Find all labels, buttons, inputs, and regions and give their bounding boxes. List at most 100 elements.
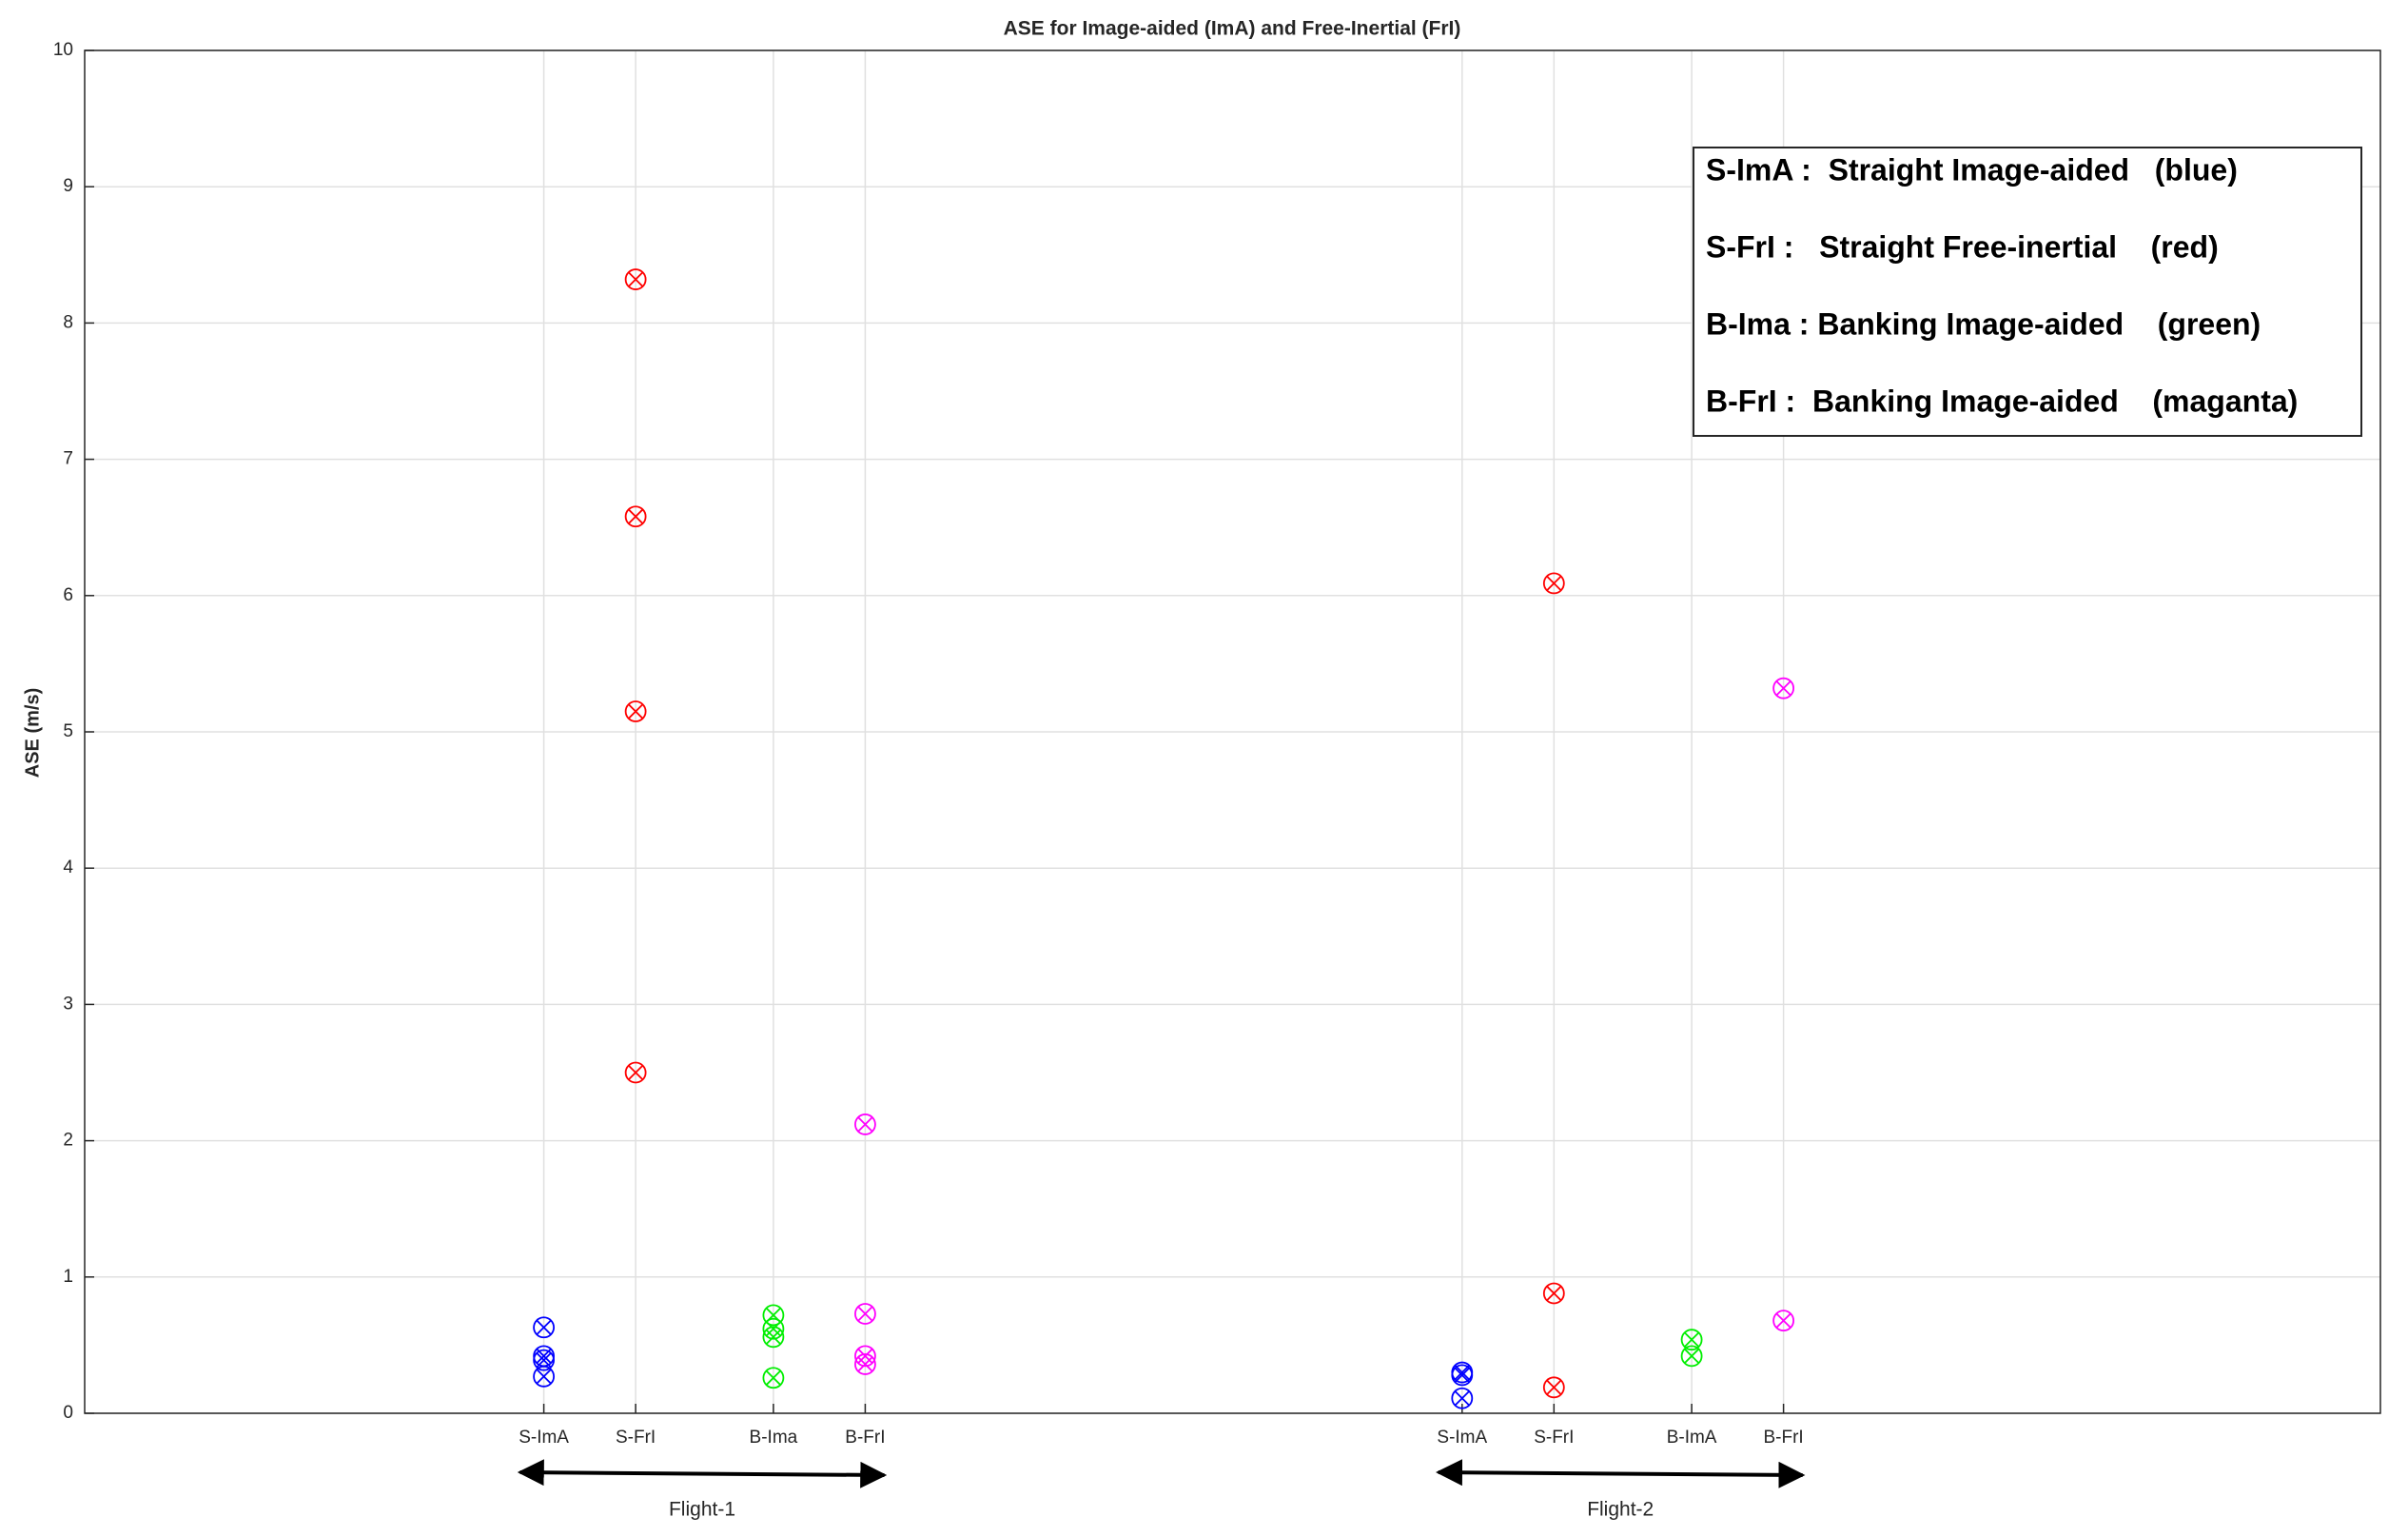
- point-cross: [536, 1319, 552, 1335]
- point: [1772, 1310, 1795, 1332]
- point-cross: [1546, 575, 1562, 591]
- chart-title: ASE for Image-aided (ImA) and Free-Inert…: [1004, 18, 1461, 40]
- x-tick-label: B-FrI: [1764, 1428, 1804, 1448]
- point: [854, 1113, 876, 1135]
- point-cross: [628, 703, 644, 719]
- point: [854, 1345, 876, 1368]
- y-tick-label: 3: [63, 994, 73, 1014]
- point-cross: [857, 1356, 873, 1372]
- legend-entry: S-ImA : Straight Image-aided (blue): [1706, 152, 2238, 187]
- point-circle: [1680, 1345, 1703, 1368]
- point: [1451, 1387, 1474, 1409]
- point-circle: [1772, 1310, 1795, 1332]
- y-tick-label: 10: [53, 40, 73, 60]
- x-tick-label: S-FrI: [1534, 1428, 1574, 1448]
- x-tick-label: S-ImA: [519, 1428, 569, 1448]
- y-tick-label: 6: [63, 585, 73, 605]
- point-circle: [1542, 1282, 1565, 1305]
- point-circle: [1680, 1329, 1703, 1351]
- point-circle: [854, 1345, 876, 1368]
- y-tick-label: 9: [63, 176, 73, 196]
- plot-frame: [84, 49, 2381, 1414]
- point-circle: [533, 1349, 555, 1371]
- point: [1680, 1329, 1703, 1351]
- y-tick-label: 5: [63, 721, 73, 741]
- point: [762, 1367, 785, 1389]
- x-tick-label: B-ImA: [1667, 1428, 1717, 1448]
- legend-entry: S-FrI : Straight Free-inertial (red): [1706, 229, 2219, 264]
- point: [624, 1061, 647, 1084]
- point-cross: [1684, 1348, 1700, 1364]
- point-circle: [762, 1367, 785, 1389]
- point: [854, 1353, 876, 1375]
- point-circle: [1542, 1376, 1565, 1399]
- x-tick-label: S-ImA: [1437, 1428, 1487, 1448]
- point: [624, 700, 647, 722]
- point-circle: [1542, 572, 1565, 595]
- point: [1451, 1364, 1474, 1387]
- point-cross: [1454, 1390, 1470, 1407]
- point-circle: [624, 700, 647, 722]
- point: [533, 1365, 555, 1388]
- point: [762, 1326, 785, 1349]
- point-cross: [765, 1329, 781, 1345]
- point-cross: [857, 1306, 873, 1322]
- point-cross: [536, 1369, 552, 1385]
- flight-arrow: [1436, 1459, 1806, 1488]
- point: [1542, 572, 1565, 595]
- point: [624, 268, 647, 290]
- point-cross: [1775, 1312, 1791, 1329]
- flight-label: Flight-2: [1587, 1499, 1654, 1521]
- point-circle: [762, 1317, 785, 1340]
- point-circle: [1772, 677, 1795, 700]
- x-tick-label: B-Ima: [750, 1428, 798, 1448]
- point: [533, 1349, 555, 1371]
- point-circle: [624, 1061, 647, 1084]
- legend-box: [1693, 147, 2362, 437]
- point-circle: [1451, 1387, 1474, 1409]
- point-cross: [1454, 1364, 1470, 1381]
- point-circle: [854, 1353, 876, 1375]
- point-cross: [1546, 1285, 1562, 1302]
- point: [854, 1303, 876, 1325]
- point-circle: [624, 268, 647, 290]
- legend-entry: B-Ima : Banking Image-aided (green): [1706, 306, 2261, 341]
- y-tick-label: 2: [63, 1131, 73, 1151]
- point-circle: [762, 1304, 785, 1327]
- point-cross: [857, 1116, 873, 1133]
- point-cross: [628, 1064, 644, 1081]
- x-tick-label: S-FrI: [616, 1428, 656, 1448]
- point-cross: [1775, 680, 1791, 697]
- point-circle: [533, 1316, 555, 1339]
- y-tick-label: 7: [63, 449, 73, 469]
- y-tick-label: 8: [63, 312, 73, 332]
- point-cross: [628, 508, 644, 524]
- point-circle: [762, 1326, 785, 1349]
- point-circle: [624, 505, 647, 528]
- point-cross: [536, 1352, 552, 1369]
- point-cross: [1684, 1331, 1700, 1348]
- flight-arrow: [517, 1459, 888, 1488]
- point-cross: [628, 271, 644, 287]
- point: [762, 1317, 785, 1340]
- point-circle: [1451, 1364, 1474, 1387]
- y-tick-label: 4: [63, 857, 73, 877]
- point-cross: [857, 1348, 873, 1364]
- point: [624, 505, 647, 528]
- point: [1680, 1345, 1703, 1368]
- x-tick-label: B-FrI: [845, 1428, 885, 1448]
- legend-entry: B-FrI : Banking Image-aided (maganta): [1706, 384, 2298, 418]
- y-tick-label: 0: [63, 1403, 73, 1423]
- point: [1772, 677, 1795, 700]
- point-circle: [854, 1113, 876, 1135]
- y-axis-label: ASE (m/s): [22, 688, 43, 778]
- point: [1542, 1376, 1565, 1399]
- point-circle: [533, 1365, 555, 1388]
- point-cross: [1546, 1379, 1562, 1395]
- point-cross: [1454, 1367, 1470, 1383]
- point-circle: [854, 1303, 876, 1325]
- flight-label: Flight-1: [669, 1499, 735, 1521]
- point: [1542, 1282, 1565, 1305]
- point-cross: [765, 1321, 781, 1337]
